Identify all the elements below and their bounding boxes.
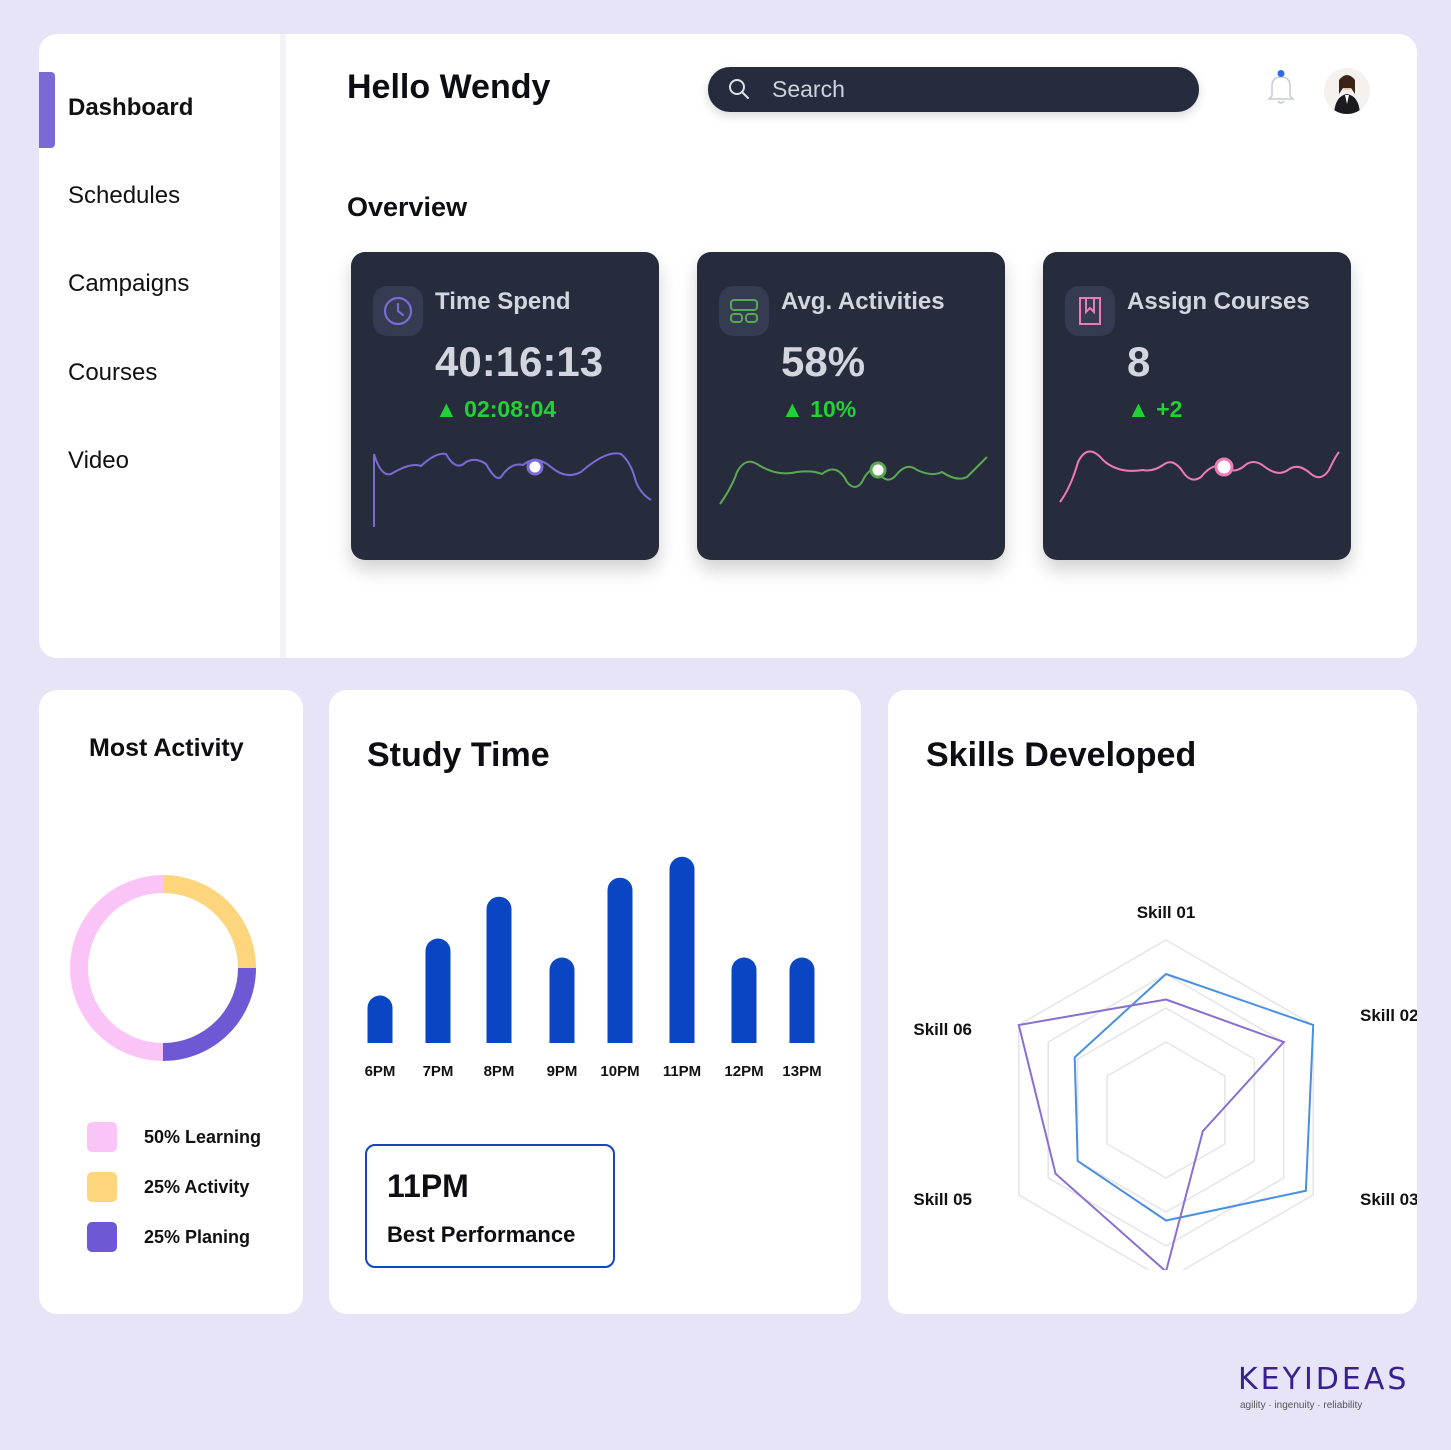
radar-grid-ring: [1047, 973, 1285, 1247]
bookmark-icon: [1079, 297, 1101, 325]
legend-label: 25% Planing: [144, 1227, 251, 1247]
stat-icon-box: [719, 286, 769, 336]
x-tick-label: 12PM: [724, 1063, 763, 1080]
stat-icon-box: [373, 286, 423, 336]
bell-icon[interactable]: [1264, 70, 1298, 106]
radar-axis-label: Skill 06: [913, 1020, 972, 1039]
study-time-card: Study Time 6PM 7PM 8PM 9PM 10PM 11PM 12PM 13PM …: [329, 690, 861, 1314]
radar-grid-ring: [1106, 1041, 1226, 1179]
x-tick-label: 10PM: [600, 1063, 639, 1080]
search-bar[interactable]: [708, 67, 1199, 112]
avatar[interactable]: [1324, 68, 1370, 114]
best-performance-time: 11PM: [387, 1168, 469, 1204]
bar-base: [731, 1030, 757, 1043]
sparkline-avg-activities: [719, 456, 988, 505]
legend-label: 50% Learning: [144, 1127, 262, 1147]
legend-label: 25% Activity: [144, 1177, 250, 1197]
stat-value: 58%: [781, 338, 866, 385]
brand-logo: KEYIDEAS agility · ingenuity · reliabili…: [1238, 1362, 1413, 1412]
study-time-bar-chart: 6PM 7PM 8PM 9PM 10PM 11PM 12PM 13PM: [365, 856, 822, 1080]
bar-12pm: [731, 957, 757, 1043]
best-performance-label: Best Performance: [387, 1222, 576, 1247]
donut-slice-planing: [162, 967, 256, 1061]
skills-title: Skills Developed: [926, 736, 1197, 774]
radar-axis-label: Skill 03: [1360, 1190, 1417, 1209]
bar-base: [607, 1030, 633, 1043]
stat-value: 8: [1127, 338, 1151, 385]
sparkline-assign-courses: [1059, 450, 1340, 503]
page-title: Hello Wendy: [347, 68, 551, 106]
bar-base: [669, 1030, 695, 1043]
bar-base: [789, 1030, 815, 1043]
radar-axis-label: Skill 01: [1137, 903, 1196, 922]
legend-swatch-activity: [87, 1172, 117, 1202]
overview-title: Overview: [347, 192, 468, 222]
x-tick-label: 9PM: [547, 1063, 578, 1080]
stat-delta: ▲ 02:08:04: [435, 396, 557, 422]
brand-name: KEYIDEAS: [1238, 1362, 1410, 1397]
sidebar-item-courses[interactable]: Courses: [68, 359, 158, 386]
bar-9pm: [549, 957, 575, 1043]
study-time-title: Study Time: [367, 736, 550, 774]
stat-label: Time Spend: [435, 288, 571, 315]
bar-13pm: [789, 957, 815, 1043]
layout-icon: [730, 299, 758, 323]
stat-icon-box: [1065, 286, 1115, 336]
clock-icon: [383, 296, 413, 326]
bar-base: [486, 1030, 512, 1043]
radar-axis-label: Skill 05: [913, 1190, 972, 1209]
stat-card-time-spend[interactable]: Time Spend 40:16:13 ▲ 02:08:04: [351, 252, 659, 560]
best-performance-box: 11PM Best Performance: [365, 1144, 615, 1268]
x-tick-label: 11PM: [663, 1063, 701, 1080]
stat-card-avg-activities[interactable]: Avg. Activities 58% ▲ 10%: [697, 252, 1005, 560]
user-avatar-icon: [1334, 75, 1360, 114]
donut-slice-learning: [70, 875, 164, 1061]
sidebar-item-schedules[interactable]: Schedules: [68, 182, 181, 209]
radar-series-1: [1073, 972, 1315, 1222]
sidebar-item-campaigns[interactable]: Campaigns: [68, 270, 190, 297]
x-tick-label: 13PM: [782, 1063, 821, 1080]
donut-slice-activity: [162, 875, 256, 969]
x-tick-label: 8PM: [484, 1063, 515, 1080]
radar-series-2: [1017, 998, 1286, 1270]
stat-delta: ▲ 10%: [781, 396, 857, 422]
stat-card-assign-courses[interactable]: Assign Courses 8 ▲ +2: [1043, 252, 1351, 560]
most-activity-title: Most Activity: [89, 734, 244, 762]
legend-swatch-learning: [87, 1122, 117, 1152]
sidebar-item-dashboard[interactable]: Dashboard: [68, 94, 194, 121]
top-panel: Dashboard Schedules Campaigns Courses Vi…: [39, 34, 1417, 658]
x-tick-label: 6PM: [365, 1063, 396, 1080]
bar-8pm: [486, 896, 512, 1043]
radar-grid-ring: [1076, 1007, 1256, 1213]
x-tick-label: 7PM: [423, 1063, 454, 1080]
sparkline-time-spend: [373, 452, 652, 527]
sidebar-item-video[interactable]: Video: [68, 447, 129, 474]
bar-base: [425, 1030, 451, 1043]
active-nav-indicator: [39, 72, 55, 148]
bar-7pm: [425, 938, 451, 1043]
legend-swatch-planing: [87, 1222, 117, 1252]
search-icon: [729, 79, 749, 99]
skills-card: Skills Developed Skill 01 Skill 02 Skill 0…: [888, 690, 1417, 1314]
stat-label: Avg. Activities: [781, 288, 945, 315]
brand-tagline: agility · ingenuity · reliability: [1240, 1400, 1363, 1411]
radar-axis-label: Skill 02: [1360, 1006, 1417, 1025]
stat-value: 40:16:13: [435, 338, 604, 385]
bar-11pm: [669, 856, 695, 1043]
sidebar: Dashboard Schedules Campaigns Courses Vi…: [39, 34, 286, 658]
donut-chart: [70, 875, 256, 1061]
bar-10pm: [607, 877, 633, 1043]
bar-base: [549, 1030, 575, 1043]
most-activity-card: Most Activity 50% Learning 25% Activity …: [39, 690, 303, 1314]
bar-base: [367, 1030, 393, 1043]
stat-label: Assign Courses: [1127, 288, 1310, 315]
stat-delta: ▲ +2: [1127, 396, 1183, 422]
search-input[interactable]: [772, 67, 1172, 112]
